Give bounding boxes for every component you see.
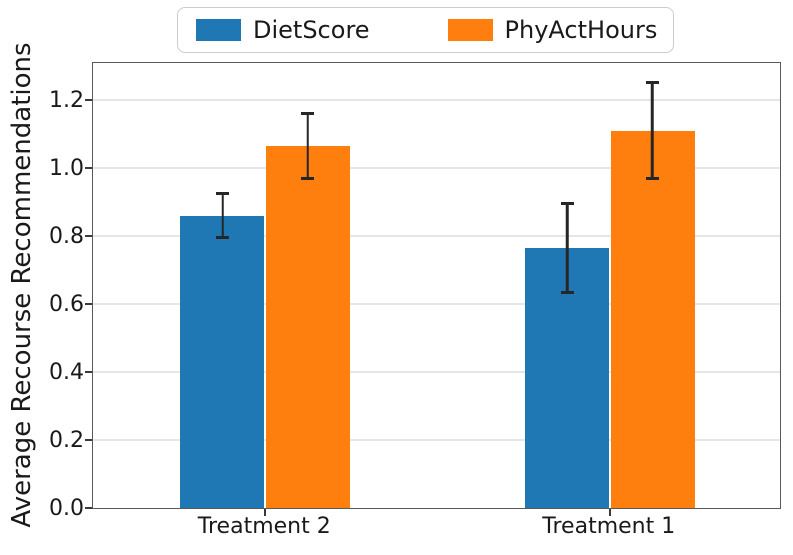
error-bar-phyacthours-treatment-2 bbox=[301, 112, 315, 180]
ytick-mark bbox=[85, 507, 92, 509]
legend-swatch-phyacthours-icon bbox=[447, 19, 493, 41]
y-tick-label-0.0: 0.0 bbox=[49, 496, 84, 521]
gridline bbox=[93, 235, 780, 238]
y-tick-label-0.4: 0.4 bbox=[49, 360, 84, 386]
ytick-mark bbox=[85, 303, 92, 306]
error-bar-dietscore-treatment-2 bbox=[216, 191, 230, 240]
gridline bbox=[93, 371, 780, 374]
y-tick-label-0.2: 0.2 bbox=[49, 428, 84, 453]
gridline bbox=[93, 167, 780, 170]
legend-item-phyacthours: PhyActHours bbox=[447, 16, 658, 44]
y-tick-label-1.0: 1.0 bbox=[49, 156, 84, 182]
gridline bbox=[93, 303, 780, 306]
legend-label-dietscore: DietScore bbox=[253, 16, 370, 44]
ytick-mark bbox=[85, 99, 92, 102]
x-tick-label-treatment-1: Treatment 1 bbox=[542, 514, 676, 539]
chart-legend: DietScore PhyActHours bbox=[177, 7, 674, 53]
legend-swatch-dietscore-icon bbox=[196, 19, 241, 41]
bar-phyacthours-treatment-1 bbox=[610, 130, 695, 508]
gridline bbox=[93, 99, 780, 102]
plot-area bbox=[85, 62, 781, 516]
x-tick-label-treatment-2: Treatment 2 bbox=[197, 514, 331, 539]
xtick-mark bbox=[264, 509, 267, 516]
gridline bbox=[93, 439, 780, 442]
y-tick-label-0.8: 0.8 bbox=[49, 224, 84, 250]
ytick-mark bbox=[85, 235, 92, 238]
error-bar-phyacthours-treatment-1 bbox=[645, 81, 659, 180]
ytick-mark bbox=[85, 371, 92, 374]
y-tick-label-0.6: 0.6 bbox=[49, 292, 84, 318]
legend-item-dietscore: DietScore bbox=[196, 18, 370, 42]
ytick-mark bbox=[85, 439, 92, 442]
xtick-mark bbox=[608, 509, 611, 516]
legend-label-phyacthours: PhyActHours bbox=[504, 16, 658, 44]
ytick-mark bbox=[85, 167, 92, 170]
error-bar-dietscore-treatment-1 bbox=[560, 202, 574, 294]
y-tick-label-1.2: 1.2 bbox=[49, 88, 84, 114]
bar-dietscore-treatment-2 bbox=[180, 215, 265, 508]
y-axis-label: Average Recourse Recommendations bbox=[7, 42, 37, 528]
bar-phyacthours-treatment-2 bbox=[266, 145, 351, 508]
